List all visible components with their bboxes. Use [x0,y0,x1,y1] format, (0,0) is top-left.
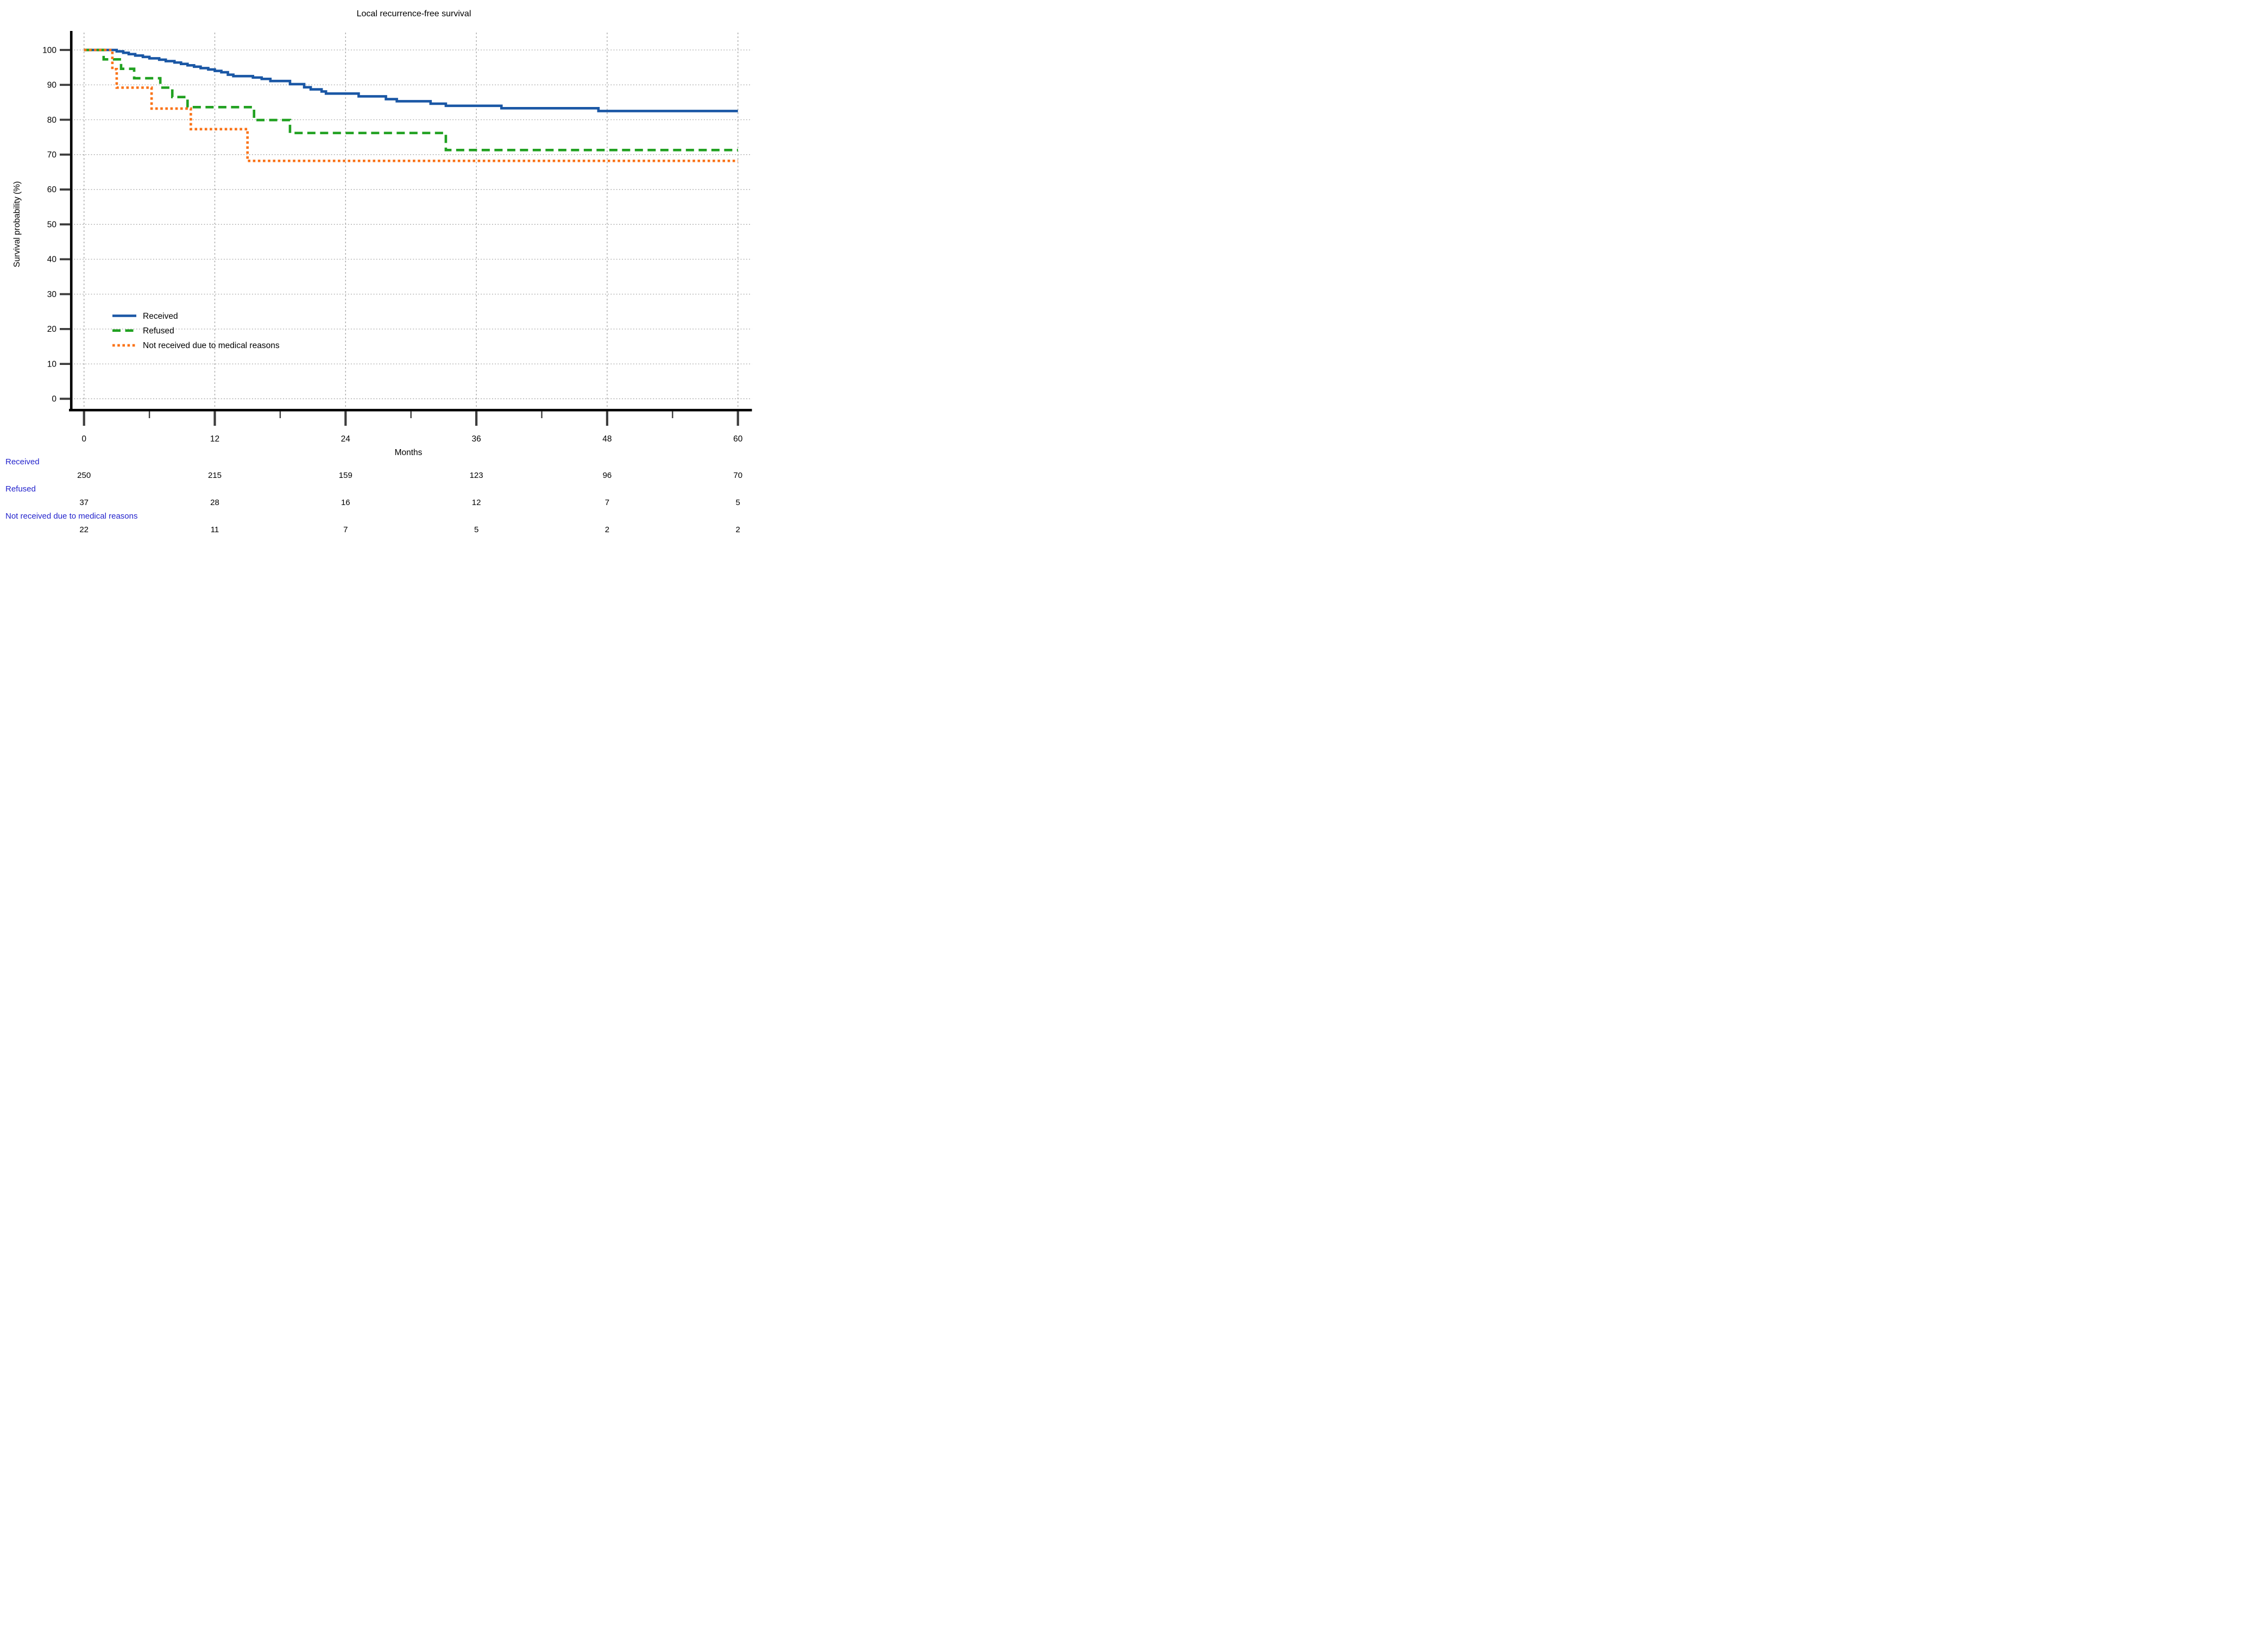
x-tick-label-12: 12 [210,434,219,444]
plot-area: 0 10 20 30 40 50 60 70 80 90 100 0 12 24 36 48 60 Receive… [42,31,752,444]
series-curve-not-received [84,48,738,162]
chart-title: Local recurrence-free survival [356,9,471,18]
y-tick-label-30: 30 [47,290,57,299]
series-curve-received [84,48,738,112]
x-tick-label-60: 60 [733,434,743,444]
y-tick-label-40: 40 [47,255,57,264]
y-tick-label-60: 60 [47,185,57,194]
y-tick-label-90: 90 [47,81,57,90]
legend-label-1: Refused [143,326,174,336]
y-tick-label-80: 80 [47,116,57,125]
legend-label-0: Received [143,312,178,321]
y-tick-label-100: 100 [42,46,56,55]
x-tick-label-0: 0 [81,434,86,444]
x-tick-label-48: 48 [602,434,612,444]
y-tick-label-0: 0 [52,395,56,404]
x-tick-label-36: 36 [471,434,481,444]
x-axis-title: Months [394,448,423,457]
legend-label-2: Not received due to medical reasons [143,341,280,350]
y-tick-label-10: 10 [47,360,57,369]
y-tick-label-70: 70 [47,150,57,160]
series-curve-refused [84,48,738,152]
x-tick-label-24: 24 [341,434,351,444]
y-tick-label-20: 20 [47,325,57,334]
km-survival-chart: Local recurrence-free survival Survival … [0,0,756,544]
y-tick-label-50: 50 [47,220,57,229]
